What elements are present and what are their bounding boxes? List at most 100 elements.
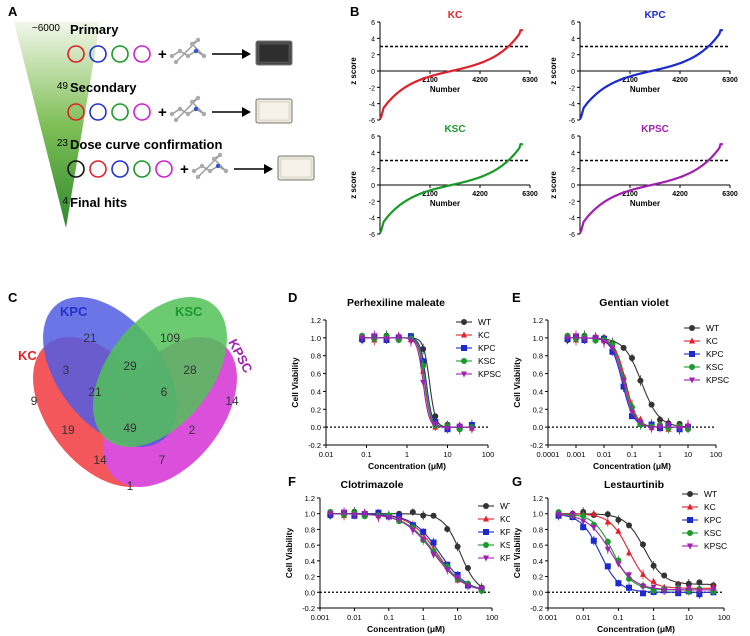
data-point: [483, 555, 489, 562]
legend-item-kpc: KPC: [478, 527, 510, 537]
legend-item-kpsc: KPSC: [684, 375, 729, 385]
legend-label: KC: [500, 514, 510, 524]
venn-label-ksc: KSC: [175, 304, 203, 319]
data-point: [604, 563, 611, 570]
venn-count: 19: [61, 423, 75, 437]
zscore-title: KPSC: [641, 124, 669, 135]
data-point: [371, 333, 378, 340]
data-point: [637, 419, 644, 426]
data-point: [564, 335, 571, 342]
fit-curve: [362, 337, 472, 428]
data-point: [430, 512, 437, 519]
dose-chart-perhexiline: Perhexiline maleate 1.2 1.0 0.8 0.6 0.4 0.2 0.0…: [290, 297, 501, 471]
y-tick-label: 0.0: [533, 588, 543, 597]
panel-b-letter: B: [350, 4, 360, 19]
x-tick-label: 6300: [722, 77, 738, 84]
cell-line-circle: [89, 45, 107, 63]
data-point: [383, 336, 390, 343]
legend-label: KSC: [706, 362, 723, 372]
y-tick-label: 0: [571, 69, 575, 76]
screening-funnel: + + +: [14, 22, 315, 228]
legend-item-kpc: KPC: [684, 349, 723, 359]
zscore-panel-kpc: KPC 6 4 2 0 -2 -4 -6 2100 4200 6300 Number z score: [549, 10, 738, 125]
data-point: [689, 325, 695, 331]
data-point: [615, 516, 622, 523]
data-point: [385, 514, 392, 521]
y-tick-label: 0.0: [533, 423, 543, 432]
venn-count: 21: [88, 385, 102, 399]
x-tick-label: 100: [486, 613, 499, 622]
data-point: [650, 562, 657, 569]
data-point: [409, 527, 416, 534]
venn-count: 6: [161, 385, 168, 399]
y-tick-label: 0.2: [533, 573, 543, 582]
y-tick-label: 0.6: [533, 370, 543, 379]
fit-curve: [567, 337, 688, 428]
y-tick-label: -2: [369, 199, 375, 206]
data-point: [592, 334, 599, 341]
arrow-head: [264, 164, 273, 174]
fit-curve: [362, 337, 472, 428]
y-tick-label: 4: [371, 36, 375, 43]
y-tick-label: 2: [571, 167, 575, 174]
cell-line-circle: [133, 160, 151, 178]
x-tick-label: 0.001: [567, 450, 586, 459]
y-tick-label: 4: [371, 150, 375, 157]
data-point: [454, 574, 461, 581]
data-point: [420, 536, 427, 543]
y-tick-label: 0.6: [311, 370, 321, 379]
venn-count: 109: [160, 331, 180, 345]
plus-sign: +: [180, 161, 189, 178]
venn-count: 49: [123, 421, 137, 435]
zscore-curve: [379, 29, 523, 120]
data-point: [478, 585, 485, 592]
legend-item-kc: KC: [456, 330, 490, 340]
data-point: [657, 416, 663, 423]
legend-item-ksc: KSC: [456, 356, 495, 366]
venn-set-ksc: [93, 297, 227, 447]
x-tick-label: 0.01: [597, 450, 612, 459]
fit-curve: [567, 337, 689, 428]
legend-item-kc: KC: [478, 514, 510, 524]
y-tick-label: 2: [371, 53, 375, 60]
x-axis-label: Concentration (μM): [597, 624, 675, 634]
zscore-title: KC: [448, 10, 462, 21]
data-point: [620, 377, 627, 384]
data-point: [361, 511, 368, 518]
legend-label: KSC: [478, 356, 495, 366]
data-point: [351, 512, 358, 519]
fit-curve: [362, 337, 472, 428]
plus-sign: +: [158, 104, 167, 121]
series-ksc: [564, 331, 691, 434]
data-point: [375, 515, 382, 522]
cell-line-circle: [155, 160, 173, 178]
y-tick-label: -0.2: [530, 604, 543, 613]
y-tick-label: 6: [571, 134, 575, 141]
data-point: [620, 344, 627, 351]
venn-count: 28: [183, 363, 197, 377]
data-point: [461, 371, 467, 378]
data-point: [687, 491, 693, 497]
data-point: [590, 537, 597, 544]
series-kpsc: [359, 330, 475, 434]
data-point: [696, 588, 703, 595]
x-tick-label: 0.1: [384, 613, 394, 622]
data-point: [483, 542, 489, 548]
data-point: [625, 522, 632, 529]
data-point: [625, 572, 632, 579]
y-tick-label: 1.2: [311, 316, 321, 325]
data-point: [687, 543, 693, 550]
y-tick-label: 1.0: [305, 510, 315, 519]
y-tick-label: 6: [371, 134, 375, 141]
stage-label: Dose curve confirmation: [70, 137, 223, 152]
series-wt: [564, 330, 691, 432]
data-point: [483, 529, 489, 535]
y-tick-label: 0.2: [533, 405, 543, 414]
data-point: [648, 401, 655, 408]
legend-item-kc: KC: [684, 336, 718, 346]
stage-count: 4: [62, 196, 68, 207]
data-point: [604, 511, 611, 518]
data-point: [615, 527, 622, 534]
x-tick-label: 4200: [672, 191, 688, 198]
y-axis-label: Cell Viability: [290, 357, 300, 408]
